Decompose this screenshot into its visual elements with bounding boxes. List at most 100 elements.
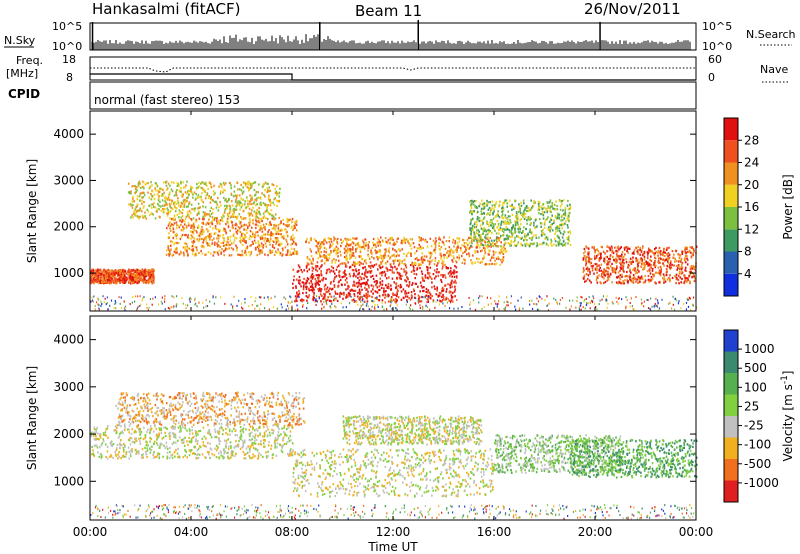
data-pixel [330, 288, 333, 291]
data-pixel [496, 240, 498, 243]
data-pixel [182, 246, 185, 249]
data-pixel [428, 251, 430, 254]
data-pixel [198, 206, 201, 209]
data-pixel [458, 254, 460, 257]
data-pixel [397, 284, 400, 288]
data-pixel [343, 255, 346, 259]
data-pixel [315, 280, 318, 283]
data-pixel [403, 238, 406, 241]
data-pixel [504, 220, 507, 223]
data-pixel [643, 261, 646, 265]
data-pixel [249, 202, 251, 205]
data-pixel [324, 293, 326, 296]
data-pixel [199, 196, 201, 199]
data-pixel [137, 182, 140, 185]
data-pixel [257, 196, 260, 199]
data-pixel [549, 209, 552, 212]
data-pixel [404, 241, 407, 244]
data-pixel [294, 242, 297, 245]
data-pixel [242, 225, 245, 228]
data-pixel [568, 207, 571, 210]
data-pixel [229, 209, 231, 213]
data-pixel [467, 236, 470, 240]
data-pixel [469, 200, 471, 203]
data-pixel [622, 282, 624, 285]
data-pixel [603, 277, 605, 280]
data-pixel [143, 272, 145, 275]
data-pixel [550, 242, 552, 245]
data-pixel [346, 247, 349, 250]
data-pixel [542, 214, 545, 217]
data-pixel [200, 249, 202, 253]
data-pixel [352, 248, 354, 251]
data-pixel [420, 257, 423, 260]
data-pixel [509, 244, 511, 247]
data-pixel [139, 182, 141, 185]
data-pixel [385, 262, 388, 265]
data-pixel [167, 248, 170, 251]
data-pixel [407, 291, 410, 294]
data-pixel [199, 206, 201, 209]
data-pixel [391, 254, 394, 257]
data-pixel [216, 196, 219, 200]
data-pixel [197, 224, 200, 227]
data-pixel [654, 257, 657, 260]
data-pixel [335, 245, 338, 248]
data-pixel [129, 203, 132, 206]
data-pixel [186, 214, 189, 217]
data-pixel [223, 250, 225, 253]
data-pixel [463, 250, 466, 254]
data-pixel [122, 280, 124, 283]
data-pixel [158, 204, 160, 207]
data-pixel [454, 240, 457, 243]
data-pixel [543, 223, 546, 226]
data-pixel [152, 281, 154, 284]
data-pixel [438, 241, 441, 245]
data-pixel [530, 231, 532, 234]
data-pixel [141, 280, 143, 283]
data-pixel [357, 245, 360, 248]
data-pixel [101, 272, 104, 275]
data-pixel [551, 214, 554, 217]
data-pixel [378, 288, 381, 291]
data-pixel [186, 180, 188, 183]
data-pixel [224, 189, 226, 192]
data-pixel [455, 266, 458, 269]
data-pixel [135, 280, 137, 283]
data-pixel [197, 194, 200, 197]
data-pixel [505, 249, 508, 253]
data-pixel [551, 201, 554, 205]
data-pixel [446, 251, 448, 254]
data-pixel [171, 207, 174, 210]
data-pixel [310, 238, 312, 242]
data-pixel [263, 193, 265, 197]
data-pixel [435, 275, 437, 278]
data-pixel [471, 224, 474, 228]
data-pixel [126, 277, 129, 281]
data-pixel [452, 255, 455, 258]
data-pixel [381, 260, 384, 263]
data-pixel [502, 217, 504, 220]
data-pixel [278, 243, 281, 246]
data-pixel [393, 255, 396, 258]
data-pixel [225, 200, 228, 203]
data-pixel [441, 289, 443, 293]
data-pixel [367, 245, 370, 248]
data-pixel [102, 278, 104, 282]
data-pixel [382, 258, 384, 261]
data-pixel [285, 240, 288, 243]
data-pixel [381, 274, 383, 277]
data-pixel [319, 293, 322, 296]
data-pixel [594, 257, 596, 260]
data-pixel [424, 274, 427, 277]
data-pixel [333, 247, 336, 250]
data-pixel [282, 249, 284, 252]
data-pixel [315, 299, 318, 302]
data-pixel [544, 218, 547, 222]
data-pixel [95, 280, 97, 283]
data-pixel [484, 244, 487, 247]
data-pixel [325, 248, 328, 251]
data-pixel [116, 269, 119, 273]
data-pixel [176, 188, 178, 192]
data-pixel [500, 241, 502, 244]
